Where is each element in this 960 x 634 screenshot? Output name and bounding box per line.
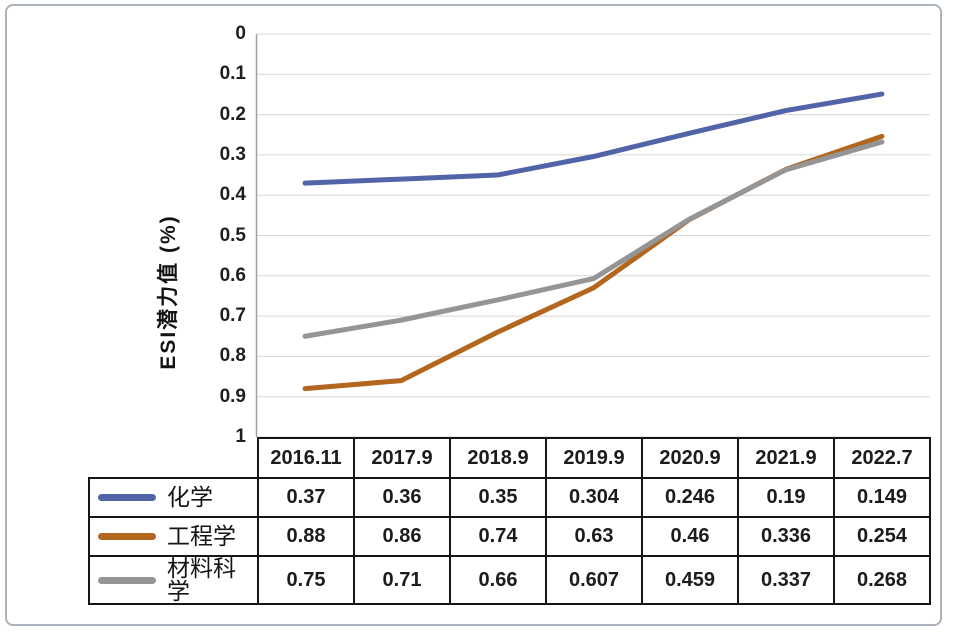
legend-cell: 材料科学: [88, 555, 259, 605]
y-axis-title: ESI潜力值 (%): [157, 214, 180, 370]
y-axis-tick-label: 1: [235, 426, 246, 447]
table-header-row: 2016.11 2017.9 2018.9 2019.9 2020.9 2021.9 202…: [89, 437, 931, 479]
value-cell: 0.304: [545, 477, 643, 518]
value-cell: 0.149: [833, 477, 931, 518]
table-blank-corner-cell: [89, 438, 258, 478]
y-axis-tick-label: 0.2: [219, 103, 246, 125]
value-cell: 0.36: [353, 477, 451, 518]
legend-cell: 工程学: [88, 516, 259, 557]
y-axis-tick-label: 0.4: [219, 184, 246, 206]
value-cell: 0.254: [833, 516, 931, 557]
value-cell: 0.75: [257, 555, 355, 605]
x-category-header-cell: 2017.9: [353, 437, 451, 479]
x-category-header-cell: 2019.9: [545, 437, 643, 479]
x-category-header-cell: 2021.9: [737, 437, 835, 479]
series-line: [302, 133, 885, 392]
x-category-header-cell: 2018.9: [449, 437, 547, 479]
y-axis-tick-label: 0.3: [219, 143, 246, 165]
value-cell: 0.88: [257, 516, 355, 557]
y-axis-tick-label: 0.7: [219, 305, 246, 327]
value-cell: 0.86: [353, 516, 451, 557]
y-axis-tick-label: 0: [235, 23, 246, 44]
legend-line-swatch-icon: [98, 494, 156, 501]
y-axis-tick-label: 0.8: [219, 345, 246, 367]
y-axis-tick-label: 0.5: [219, 224, 246, 246]
legend-series-label: 化学: [167, 484, 213, 510]
table-row: 工程学 0.88 0.86 0.74 0.63 0.46 0.336 0.254: [88, 516, 931, 557]
y-axis-tick-label: 0.1: [219, 63, 246, 85]
legend-cell: 化学: [88, 477, 259, 518]
series-line: [302, 91, 885, 186]
x-category-header-cell: 2020.9: [641, 437, 739, 479]
legend-series-label: 工程学: [167, 523, 236, 549]
value-cell: 0.19: [737, 477, 835, 518]
legend-series-label: 材料科学: [167, 555, 236, 604]
series-line: [302, 139, 885, 339]
value-cell: 0.71: [353, 555, 451, 605]
y-axis-tick-label: 0.9: [219, 385, 246, 407]
value-cell: 0.337: [737, 555, 835, 605]
data-table-with-legend: 2016.11 2017.9 2018.9 2019.9 2020.9 2021.9 202…: [88, 437, 931, 605]
value-cell: 0.336: [737, 516, 835, 557]
value-cell: 0.35: [449, 477, 547, 518]
value-cell: 0.607: [545, 555, 643, 605]
x-category-header-cell: 2016.11: [257, 437, 355, 479]
value-cell: 0.37: [257, 477, 355, 518]
value-cell: 0.66: [449, 555, 547, 605]
legend-line-swatch-icon: [98, 533, 156, 540]
legend-line-swatch-icon: [98, 576, 156, 584]
value-cell: 0.459: [641, 555, 739, 605]
table-row: 材料科学 0.75 0.71 0.66 0.607 0.459 0.337 0.268: [88, 555, 931, 605]
x-category-header-cell: 2022.7: [833, 437, 931, 479]
value-cell: 0.268: [833, 555, 931, 605]
y-axis-tick-label: 0.6: [219, 264, 246, 286]
value-cell: 0.46: [641, 516, 739, 557]
value-cell: 0.63: [545, 516, 643, 557]
value-cell: 0.74: [449, 516, 547, 557]
value-cell: 0.246: [641, 477, 739, 518]
table-row: 化学 0.37 0.36 0.35 0.304 0.246 0.19 0.149: [88, 477, 931, 518]
